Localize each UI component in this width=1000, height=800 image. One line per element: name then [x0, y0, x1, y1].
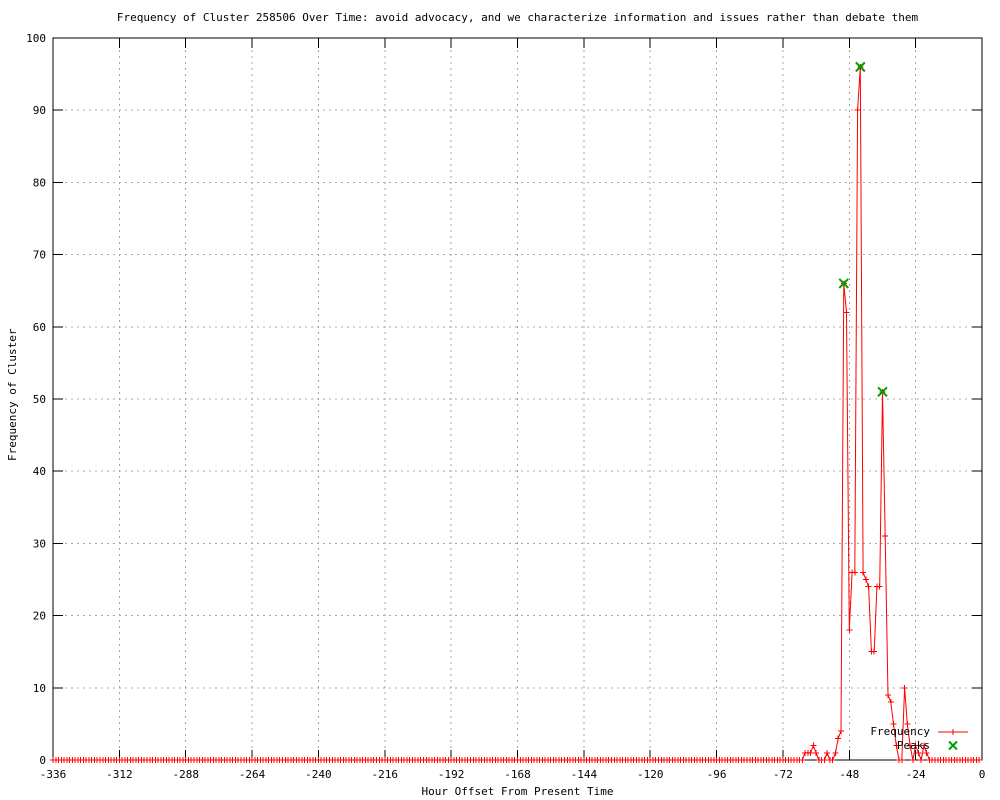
x-tick-label: -264 — [239, 768, 266, 781]
x-tick-label: -144 — [571, 768, 598, 781]
legend-frequency-sample-marker — [950, 729, 956, 735]
x-tick-label: -312 — [106, 768, 133, 781]
x-tick-label: -24 — [906, 768, 926, 781]
y-tick-label: 70 — [33, 249, 46, 262]
legend-peaks-sample-marker — [948, 740, 958, 751]
x-tick-label: -96 — [707, 768, 727, 781]
x-tick-label: -216 — [372, 768, 399, 781]
y-tick-label: 10 — [33, 682, 46, 695]
x-tick-label: -336 — [40, 768, 67, 781]
peak-marker — [877, 386, 888, 397]
x-tick-label: 0 — [979, 768, 986, 781]
y-tick-label: 100 — [26, 32, 46, 45]
frequency-point-markers — [50, 63, 983, 763]
y-tick-label: 20 — [33, 610, 46, 623]
chart-title: Frequency of Cluster 258506 Over Time: a… — [116, 11, 919, 24]
peak-marker — [838, 278, 849, 289]
y-tick-label: 50 — [33, 393, 46, 406]
y-tick-label: 80 — [33, 176, 46, 189]
x-tick-label: -168 — [504, 768, 531, 781]
legend-peaks-label: Peaks — [896, 739, 930, 752]
peak-marker — [855, 61, 866, 73]
x-tick-label: -288 — [172, 768, 199, 781]
frequency-line — [53, 66, 980, 762]
x-tick-label: -48 — [839, 768, 859, 781]
y-tick-label: 0 — [39, 754, 46, 767]
y-tick-label: 90 — [33, 104, 46, 117]
x-tick-label: -120 — [637, 768, 664, 781]
x-tick-label: -72 — [773, 768, 793, 781]
x-tick-label: -192 — [438, 768, 465, 781]
y-tick-label: 30 — [33, 537, 46, 550]
x-axis-label: Hour Offset From Present Time — [421, 785, 614, 798]
y-tick-label: 40 — [33, 465, 46, 478]
y-tick-label: 60 — [33, 321, 46, 334]
x-tick-label: -240 — [305, 768, 332, 781]
legend-frequency-label: Frequency — [870, 725, 930, 738]
y-axis-label: Frequency of Cluster — [6, 328, 19, 461]
